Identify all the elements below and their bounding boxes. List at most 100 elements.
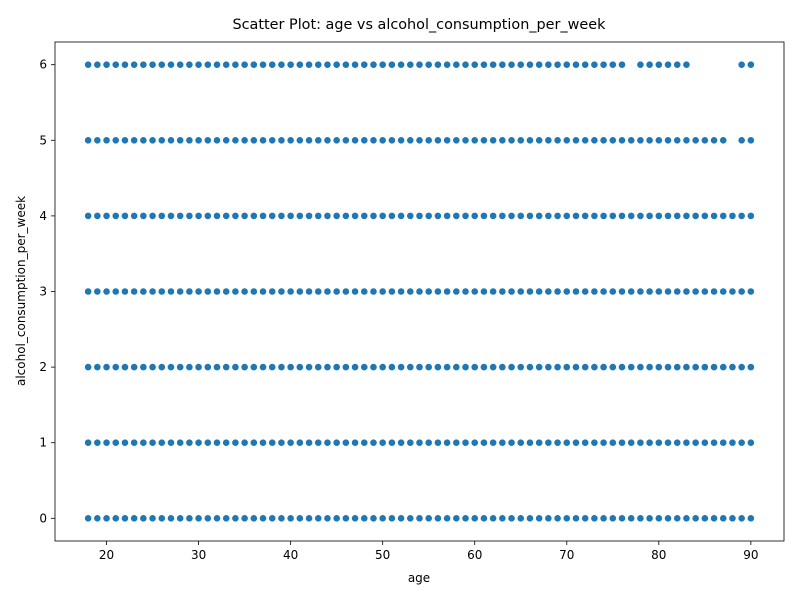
data-point — [277, 438, 286, 447]
data-point — [443, 438, 452, 447]
data-point — [295, 287, 304, 296]
data-point — [434, 363, 442, 372]
data-point — [415, 514, 424, 523]
data-point — [627, 514, 636, 523]
data-point — [305, 438, 313, 447]
data-point — [608, 136, 617, 145]
data-point — [360, 60, 369, 69]
data-point — [176, 136, 185, 145]
data-point — [526, 136, 534, 145]
data-point — [645, 287, 654, 296]
data-point — [719, 514, 728, 523]
data-point — [746, 514, 755, 523]
data-point — [268, 363, 277, 372]
data-point — [618, 438, 626, 447]
data-point — [249, 211, 258, 220]
data-point — [185, 211, 194, 220]
data-point — [673, 136, 682, 145]
data-point — [590, 514, 599, 523]
x-tick-label: 80 — [651, 548, 666, 562]
data-point — [599, 514, 608, 523]
data-point — [332, 136, 341, 145]
data-point — [507, 438, 516, 447]
data-point — [636, 363, 645, 372]
data-point — [286, 514, 295, 523]
data-point — [562, 363, 571, 372]
data-point — [351, 287, 359, 296]
data-point — [636, 60, 645, 69]
data-point — [203, 287, 212, 296]
data-point — [627, 363, 636, 372]
data-point — [148, 514, 157, 523]
data-point — [295, 211, 304, 220]
data-point — [341, 211, 350, 220]
data-point — [452, 136, 461, 145]
data-point — [93, 136, 102, 145]
data-point — [203, 211, 212, 220]
data-point — [673, 514, 682, 523]
x-tick-label: 20 — [99, 548, 114, 562]
data-point — [636, 136, 645, 145]
data-point — [700, 514, 709, 523]
data-point — [185, 60, 194, 69]
data-point — [608, 363, 617, 372]
data-point — [203, 60, 212, 69]
data-point — [213, 287, 221, 296]
data-point — [544, 211, 553, 220]
data-point — [746, 60, 755, 69]
data-point — [682, 136, 691, 145]
data-point — [397, 211, 405, 220]
data-point — [627, 211, 636, 220]
data-point — [590, 136, 599, 145]
data-point — [452, 363, 461, 372]
data-point — [498, 136, 507, 145]
data-point — [314, 60, 323, 69]
data-point — [286, 60, 295, 69]
data-point — [130, 438, 139, 447]
data-point — [268, 60, 277, 69]
data-point — [259, 60, 267, 69]
data-point — [470, 514, 479, 523]
data-point — [213, 438, 221, 447]
y-tick-label: 1 — [39, 436, 47, 450]
data-point — [139, 438, 148, 447]
data-point — [277, 514, 286, 523]
data-point — [728, 211, 737, 220]
data-point — [480, 438, 488, 447]
data-point — [222, 136, 231, 145]
data-point — [618, 514, 626, 523]
data-point — [737, 60, 746, 69]
data-point — [608, 60, 617, 69]
data-point — [673, 363, 682, 372]
data-point — [102, 136, 111, 145]
data-point — [498, 438, 507, 447]
data-point — [167, 211, 175, 220]
data-point — [213, 136, 221, 145]
data-point — [249, 438, 258, 447]
data-point — [516, 514, 525, 523]
data-point — [728, 514, 737, 523]
data-point — [295, 514, 304, 523]
data-point — [470, 136, 479, 145]
data-point — [553, 211, 562, 220]
data-point — [728, 438, 737, 447]
data-point — [213, 363, 221, 372]
data-point — [341, 514, 350, 523]
data-point — [332, 211, 341, 220]
data-point — [627, 438, 636, 447]
data-point — [121, 287, 129, 296]
data-point — [516, 136, 525, 145]
data-point — [268, 287, 277, 296]
data-point — [332, 287, 341, 296]
data-point — [111, 287, 120, 296]
data-point — [461, 136, 470, 145]
data-point — [572, 211, 580, 220]
data-point — [268, 514, 277, 523]
data-point — [434, 60, 442, 69]
data-point — [286, 363, 295, 372]
data-point — [452, 60, 461, 69]
data-point — [618, 60, 626, 69]
data-point — [397, 287, 405, 296]
data-point — [461, 363, 470, 372]
